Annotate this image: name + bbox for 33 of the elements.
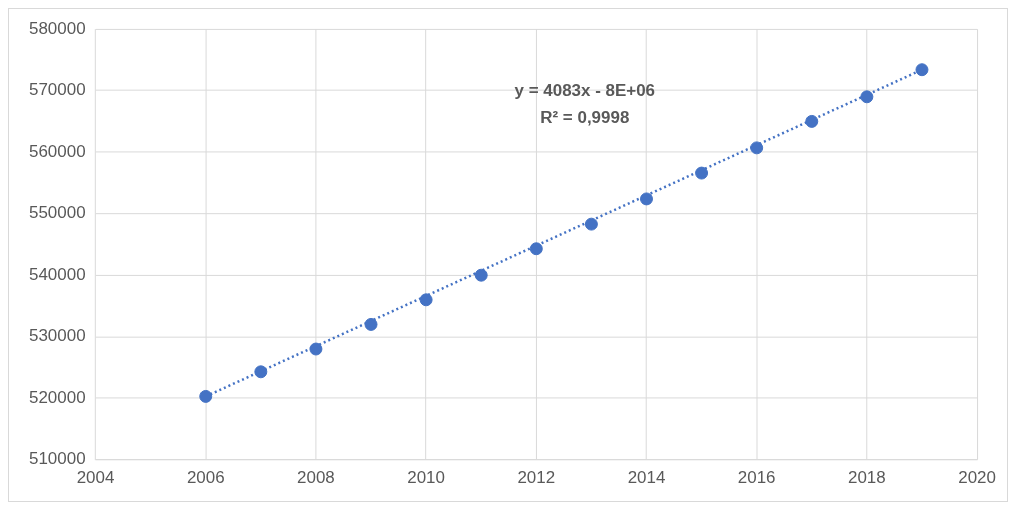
point [805,114,819,128]
annotation: y = 4083x - 8E+06 [514,80,656,100]
y-tick-label: 570000 [28,80,86,100]
point [474,268,488,282]
y-tick-label: 510000 [28,449,86,469]
point [309,342,323,356]
x-tick-label: 2014 [627,467,666,487]
x-tick-label: 2006 [186,467,225,487]
y-tick-label: 530000 [28,326,86,346]
point [529,242,543,256]
x-tick-label: 2012 [517,467,556,487]
point [695,166,709,180]
x-tick-label: 2008 [297,467,335,487]
x-tick-label: 2020 [958,467,996,487]
y-tick-label: 550000 [28,203,86,223]
point [584,217,598,231]
x-tick-label: 2010 [407,467,445,487]
y-tick-label: 540000 [28,264,86,284]
x-tick-label: 2018 [848,467,886,487]
point [419,293,433,307]
y-tick-label: 580000 [28,18,86,38]
x-tick-label: 2004 [76,467,115,487]
point [364,317,378,331]
y-tick-label: 520000 [28,387,86,407]
point [750,141,764,155]
point [199,389,213,403]
y-tick-label: 560000 [28,141,86,161]
x-tick-label: 2016 [737,467,776,487]
annotation: R² = 0,9998 [540,108,630,128]
point [915,63,929,77]
point [254,365,268,379]
point [860,90,874,104]
point [640,192,653,206]
